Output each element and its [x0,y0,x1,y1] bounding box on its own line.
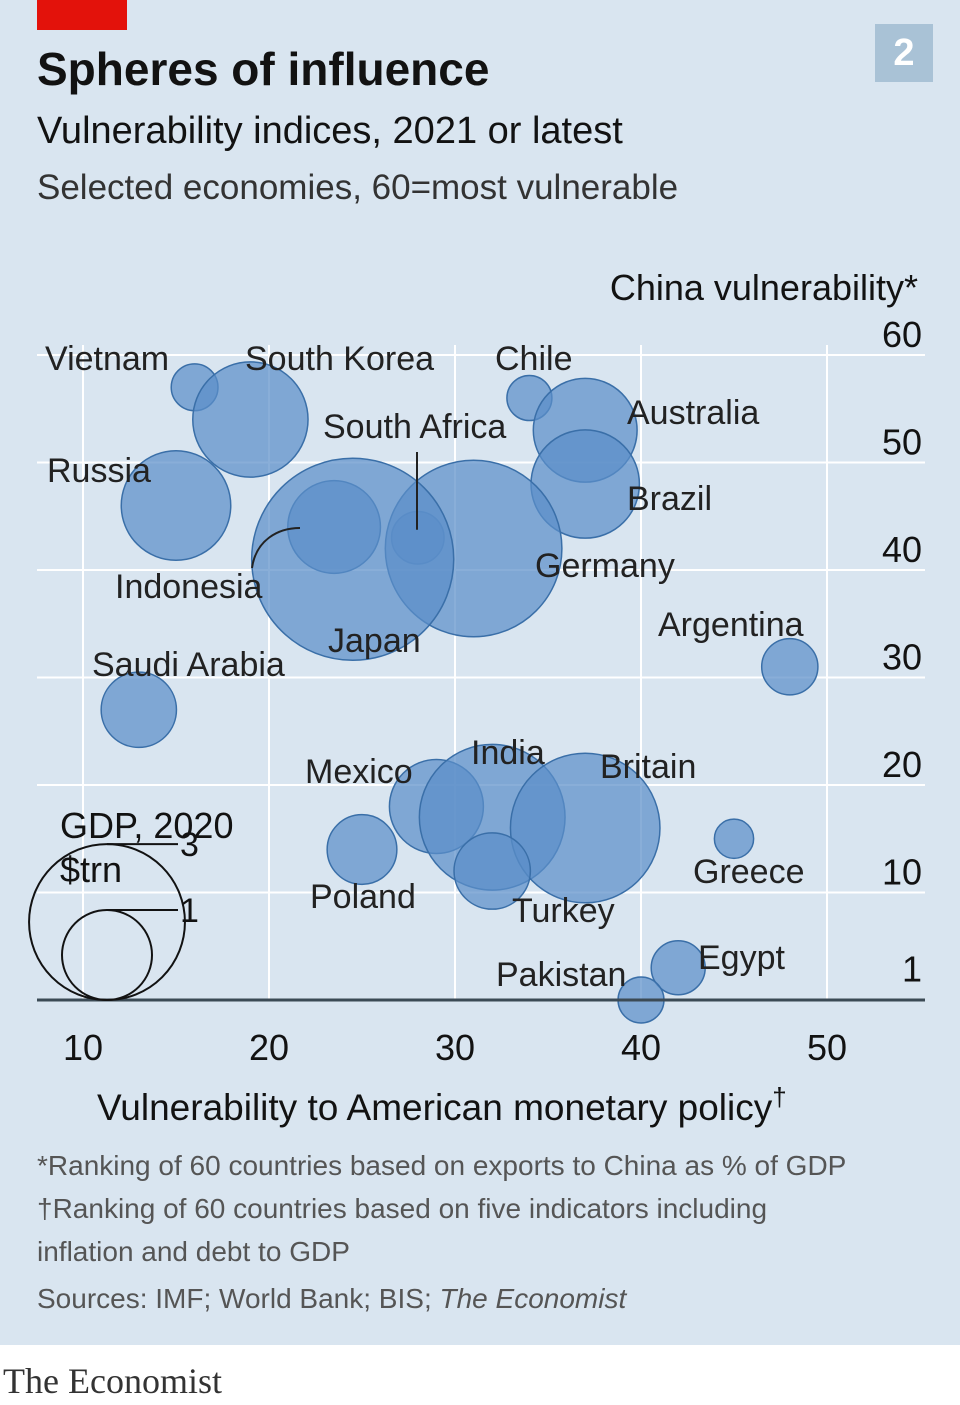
economist-logo: The Economist [3,1361,222,1401]
label-germany: Germany [535,547,675,585]
label-turkey: Turkey [512,892,615,930]
chart-title: Spheres of influence [37,43,490,95]
y-tick-label-60: 60 [882,314,922,355]
note-fed-line1: †Ranking of 60 countries based on five i… [37,1193,767,1225]
label-poland: Poland [310,878,416,916]
label-egypt: Egypt [698,939,785,977]
x-tick-label-10: 10 [63,1027,103,1068]
y-tick-label-10: 10 [882,852,922,893]
x-axis-title-text: Vulnerability to American monetary polic… [97,1087,773,1128]
sources-italic: The Economist [439,1283,627,1314]
axes: 1 10 20 30 40 50 60 10 20 30 40 50 China vulnerabili… [37,267,925,1128]
label-mexico: Mexico [305,753,413,791]
label-chile: Chile [495,340,572,378]
chart-subsubtitle: Selected economies, 60=most vulnerable [37,168,679,207]
dagger-mark: † [37,1193,53,1224]
y-axis-title: China vulnerability* [610,267,918,308]
note-china: *Ranking of 60 countries based on export… [37,1150,847,1181]
label-south-korea: South Korea [245,340,434,378]
label-japan: Japan [328,622,421,660]
label-india: India [471,734,545,772]
label-britain: Britain [600,748,696,786]
label-vietnam: Vietnam [45,340,169,378]
sources-prefix: Sources: IMF; World Bank; BIS; [37,1283,440,1314]
label-pakistan: Pakistan [496,956,626,994]
note-fed-text: Ranking of 60 countries based on five in… [52,1193,768,1224]
y-tick-label-1: 1 [902,948,922,989]
y-tick-label-50: 50 [882,422,922,463]
chart-number-badge: 2 [875,24,933,82]
bubble-south-korea [192,361,309,478]
size-legend-circle-1 [61,909,153,1001]
bubble-argentina [760,637,819,696]
x-axis-title: Vulnerability to American monetary polic… [97,1082,787,1128]
bubble-britain [509,752,661,904]
label-russia: Russia [47,452,151,490]
size-legend: GDP, 2020$trn 3 1 [28,805,233,1002]
bubble-saudi-arabia [100,671,178,749]
x-tick-label-30: 30 [435,1027,475,1068]
y-tick-label-20: 20 [882,744,922,785]
leader-lines [251,452,418,569]
label-greece: Greece [693,853,805,891]
size-legend-title-line2: $trn [60,849,122,890]
point-labels: Vietnam South Korea Chile Australia South Af… [45,340,805,994]
label-australia: Australia [627,394,759,432]
bubble-turkey [453,832,532,910]
size-legend-title-line1: GDP, 2020 [60,805,233,846]
bubble-greece [713,818,755,860]
red-tag [37,0,127,30]
label-saudi-arabia: Saudi Arabia [92,646,285,684]
y-tick-label-30: 30 [882,637,922,678]
x-axis-title-dagger: † [772,1082,786,1112]
label-argentina: Argentina [658,606,804,644]
bubble-poland [326,813,398,886]
leader-indonesia [251,527,301,569]
scatter-chart: Vietnam South Korea Chile Australia South Af… [28,267,925,1128]
size-legend-label-1: 1 [180,892,199,930]
x-tick-label-40: 40 [621,1027,661,1068]
note-fed-line2: inflation and debt to GDP [37,1236,350,1267]
bubble-egypt [650,940,706,996]
size-legend-label-3: 3 [180,826,199,864]
label-south-africa: South Africa [323,408,506,446]
label-brazil: Brazil [627,480,712,518]
bubbles [100,361,819,1024]
chart-subtitle: Vulnerability indices, 2021 or latest [37,110,623,152]
label-indonesia: Indonesia [115,568,263,606]
bubble-japan [250,457,455,662]
sources: Sources: IMF; World Bank; BIS; The Econo… [37,1283,626,1315]
y-tick-label-40: 40 [882,529,922,570]
x-tick-label-50: 50 [807,1027,847,1068]
x-tick-label-20: 20 [249,1027,289,1068]
bubble-russia [120,450,232,561]
